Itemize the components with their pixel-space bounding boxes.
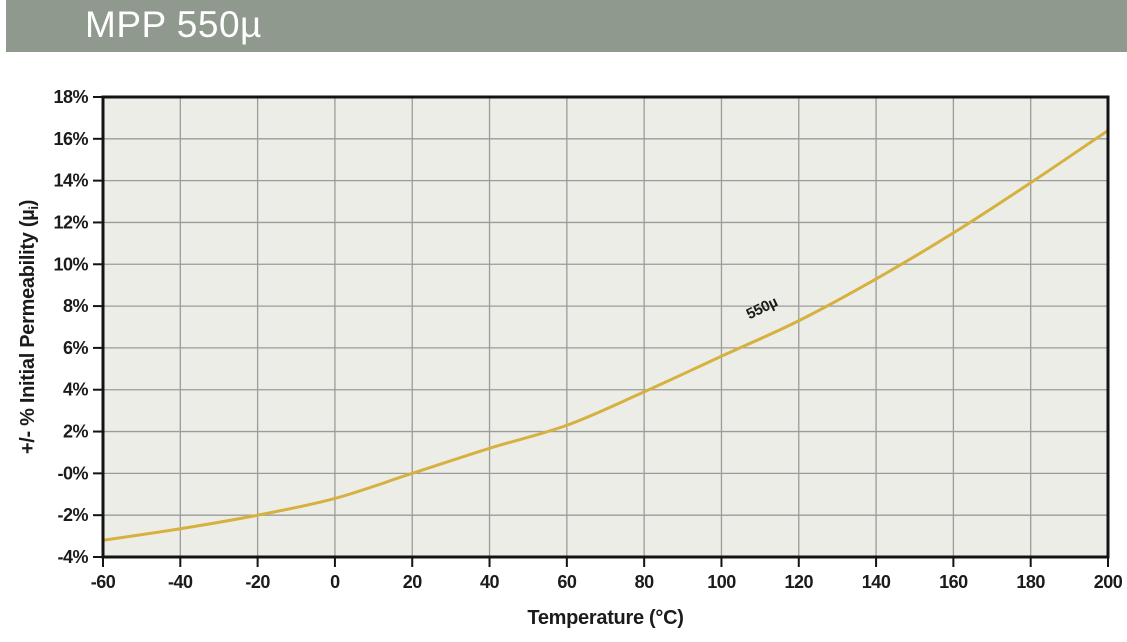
x-tick-label: -20 bbox=[245, 572, 270, 592]
y-tick-label: -4% bbox=[57, 547, 88, 567]
series-curve-550u bbox=[101, 128, 1110, 542]
x-axis-title: Temperature (°C) bbox=[527, 607, 683, 629]
x-tick-label: 200 bbox=[1094, 572, 1123, 592]
page-title: MPP 550µ bbox=[85, 4, 262, 45]
y-tick-label: 8% bbox=[63, 296, 89, 316]
axis-tick-labels: -60 -40 -20 0 20 40 60 80 100 120 140 160 180 200 18% 1… bbox=[53, 87, 1123, 592]
plot-background bbox=[103, 97, 1108, 557]
y-tick-label: -0% bbox=[57, 463, 88, 483]
x-tick-label: -60 bbox=[91, 572, 116, 592]
header-banner: MPP 550µ bbox=[6, 0, 1127, 52]
x-tick-label: 60 bbox=[557, 572, 577, 592]
y-axis-title: +/- % Initial Permeability (µi) bbox=[17, 200, 41, 454]
x-tick-label: 140 bbox=[862, 572, 891, 592]
x-tick-label: -40 bbox=[168, 572, 193, 592]
x-tick-label: 100 bbox=[707, 572, 736, 592]
gridlines bbox=[102, 96, 1109, 558]
plot-border bbox=[101, 95, 1110, 559]
x-tick-label: 20 bbox=[403, 572, 423, 592]
y-tick-label: 12% bbox=[53, 212, 88, 232]
y-tick-label: 4% bbox=[63, 380, 89, 400]
axis-ticks bbox=[93, 96, 1109, 567]
y-tick-label: 2% bbox=[63, 422, 89, 442]
y-tick-label: 18% bbox=[53, 87, 88, 107]
y-tick-label: 16% bbox=[53, 129, 88, 149]
y-tick-label: 10% bbox=[53, 254, 88, 274]
x-tick-label: 0 bbox=[330, 572, 340, 592]
x-tick-label: 120 bbox=[784, 572, 813, 592]
x-tick-label: 180 bbox=[1016, 572, 1045, 592]
y-tick-label: 6% bbox=[63, 338, 89, 358]
x-tick-label: 40 bbox=[480, 572, 500, 592]
y-tick-label: 14% bbox=[53, 171, 88, 191]
x-tick-label: 80 bbox=[635, 572, 655, 592]
x-tick-label: 160 bbox=[939, 572, 968, 592]
y-tick-label: -2% bbox=[57, 505, 88, 525]
